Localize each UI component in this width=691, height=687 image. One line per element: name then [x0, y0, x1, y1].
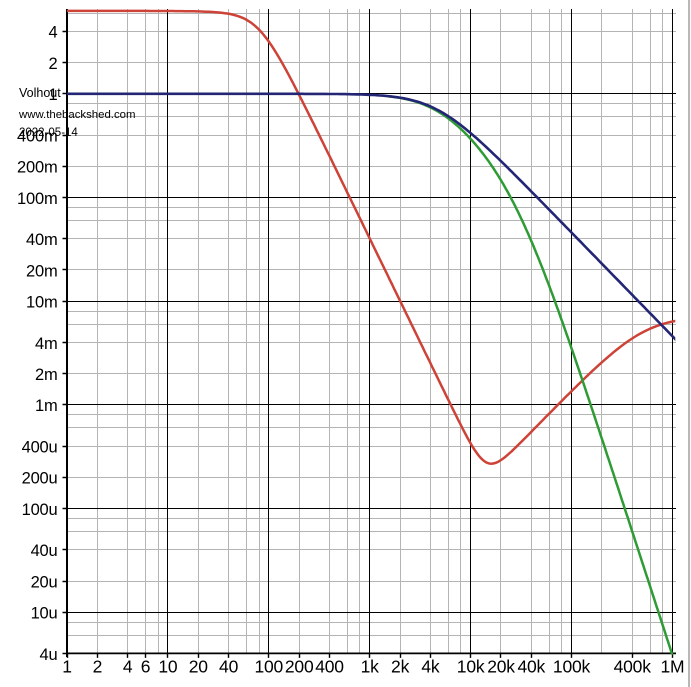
svg-text:2m: 2m — [35, 366, 58, 384]
svg-text:400m: 400m — [17, 127, 57, 145]
svg-text:1k: 1k — [361, 656, 380, 676]
svg-text:20k: 20k — [487, 656, 515, 676]
svg-text:100u: 100u — [22, 501, 58, 519]
svg-text:20m: 20m — [26, 262, 58, 280]
svg-text:4m: 4m — [35, 335, 58, 353]
svg-text:4: 4 — [123, 656, 133, 676]
svg-text:4: 4 — [49, 24, 58, 42]
svg-text:400u: 400u — [22, 439, 58, 457]
svg-text:40u: 40u — [31, 542, 58, 560]
svg-text:4u: 4u — [40, 646, 58, 664]
svg-text:40: 40 — [219, 656, 239, 676]
svg-text:1: 1 — [49, 86, 58, 104]
svg-text:40m: 40m — [26, 231, 58, 249]
svg-text:6: 6 — [141, 656, 151, 676]
svg-text:10k: 10k — [457, 656, 485, 676]
svg-text:1m: 1m — [35, 397, 58, 415]
svg-text:200u: 200u — [22, 470, 58, 488]
svg-text:200: 200 — [285, 656, 314, 676]
svg-text:1M: 1M — [660, 656, 684, 676]
svg-text:10m: 10m — [26, 294, 58, 312]
svg-text:100: 100 — [254, 656, 283, 676]
svg-text:4k: 4k — [421, 656, 440, 676]
svg-text:400k: 400k — [614, 656, 652, 676]
svg-text:2: 2 — [93, 656, 103, 676]
svg-text:Volhout: Volhout — [19, 86, 61, 100]
svg-text:20u: 20u — [31, 573, 58, 591]
svg-text:10u: 10u — [31, 605, 58, 623]
svg-text:www.thebackshed.com: www.thebackshed.com — [18, 109, 136, 121]
svg-text:20: 20 — [189, 656, 209, 676]
svg-text:2k: 2k — [391, 656, 410, 676]
svg-text:200m: 200m — [17, 159, 57, 177]
svg-text:2: 2 — [49, 55, 58, 73]
svg-text:100k: 100k — [553, 656, 591, 676]
svg-text:10: 10 — [158, 656, 178, 676]
svg-text:400: 400 — [315, 656, 344, 676]
svg-text:1: 1 — [62, 656, 72, 676]
svg-text:100m: 100m — [17, 190, 57, 208]
svg-text:40k: 40k — [517, 656, 545, 676]
